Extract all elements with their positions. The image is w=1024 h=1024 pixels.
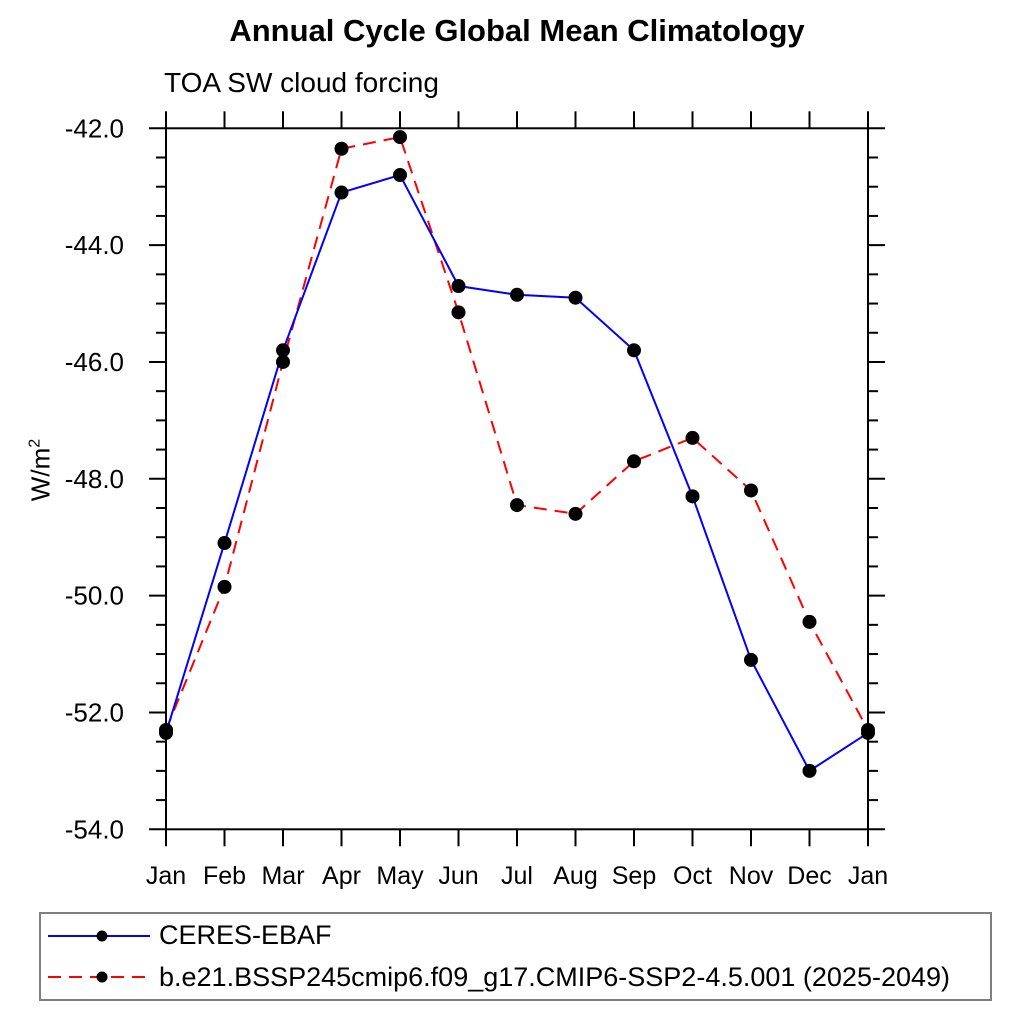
data-point-marker: [627, 343, 641, 358]
y-axis-tick-label: -48.0: [65, 464, 124, 494]
data-point-marker: [451, 279, 466, 294]
x-axis-tick-labels: Jan Feb Mar Apr May Jun Jul Aug Sep Oct Nov Dec Jan: [146, 862, 888, 890]
chart-subtitle: TOA SW cloud forcing: [164, 67, 439, 98]
x-axis-tick-label: Jul: [501, 862, 533, 890]
x-axis-tick-label: Jan: [146, 862, 186, 890]
series-line-model: [165, 135, 869, 731]
legend-sample-marker: [96, 971, 108, 983]
x-axis-tick-label: May: [376, 862, 424, 890]
data-point-marker: [861, 722, 875, 737]
data-point-marker: [217, 536, 232, 551]
x-axis-tick-label: Oct: [673, 862, 712, 890]
data-point-marker: [393, 130, 407, 145]
x-axis-tick-label: Dec: [787, 862, 831, 890]
data-point-marker: [451, 305, 466, 320]
data-point-marker: [334, 185, 349, 200]
plot-frame: [165, 127, 869, 831]
legend-row-model: b.e21.BSSP245cmip6.f09_g17.CMIP6-SSP2-4.…: [41, 957, 990, 997]
y-axis-tick-label: -52.0: [65, 697, 124, 727]
data-point-marker: [217, 579, 232, 594]
x-axis-tick-label: Sep: [612, 862, 656, 890]
data-point-marker: [510, 498, 524, 513]
y-axis-tick-label: -46.0: [65, 347, 124, 377]
legend-label-model: b.e21.BSSP245cmip6.f09_g17.CMIP6-SSP2-4.…: [159, 961, 951, 992]
legend-row-ceres-ebaf: CERES-EBAF: [41, 916, 990, 956]
legend-sample-marker: [96, 930, 108, 942]
y-axis-tick-label: -50.0: [65, 581, 124, 611]
y-axis-tick-label: -44.0: [65, 230, 124, 260]
data-point-marker: [393, 168, 407, 183]
y-axis-ticks: [149, 127, 885, 831]
data-point-marker: [685, 489, 700, 504]
y-axis-tick-label: -54.0: [65, 814, 124, 844]
x-axis-tick-label: Jan: [848, 862, 888, 890]
chart-title: Annual Cycle Global Mean Climatology: [229, 13, 805, 48]
x-axis-tick-label: Jun: [438, 862, 478, 890]
data-point-marker: [276, 354, 290, 369]
data-point-marker: [510, 287, 524, 302]
legend-line-sample-solid-blue: [48, 930, 150, 942]
legend-box: CERES-EBAF b.e21.BSSP245cmip6.f09_g17.CM…: [39, 912, 992, 1001]
series-markers-model: [159, 130, 875, 737]
data-point-marker: [276, 343, 290, 358]
data-point-marker: [627, 454, 641, 469]
x-axis-tick-label: Nov: [729, 862, 774, 890]
x-axis-tick-label: Apr: [322, 862, 361, 890]
series-line-ceres-ebaf: [165, 173, 869, 773]
data-point-marker: [685, 430, 700, 445]
data-point-marker: [744, 652, 758, 667]
data-point-marker: [568, 290, 583, 305]
axes: -42.0 -44.0 -46.0 -48.0 -50.0 -52.0 -54.0 Jan Fe…: [65, 111, 888, 890]
series-markers-ceres-ebaf: [159, 168, 875, 778]
y-axis-tick-label: -42.0: [65, 113, 124, 143]
data-point-marker: [802, 614, 817, 629]
data-point-marker: [568, 506, 583, 521]
y-axis-tick-labels: -42.0 -44.0 -46.0 -48.0 -50.0 -52.0 -54.0: [65, 113, 124, 844]
data-point-marker: [744, 483, 758, 498]
data-point-marker: [159, 722, 173, 737]
legend-label-ceres-ebaf: CERES-EBAF: [159, 920, 332, 951]
legend-line-sample-dashed-red: [48, 971, 150, 983]
x-axis-tick-label: Feb: [203, 862, 246, 890]
x-axis-tick-label: Aug: [553, 862, 597, 890]
x-axis-ticks: [165, 111, 869, 847]
x-axis-tick-label: Mar: [261, 862, 304, 890]
data-point-marker: [334, 141, 349, 156]
data-point-marker: [802, 763, 817, 778]
